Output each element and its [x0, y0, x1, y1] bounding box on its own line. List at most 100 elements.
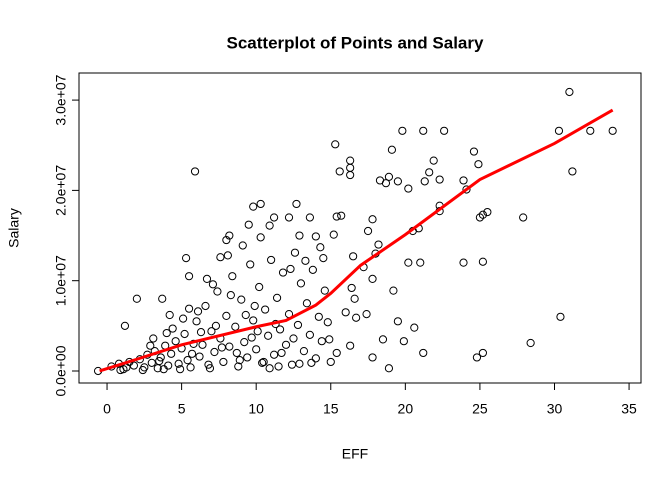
- point: [241, 310, 250, 320]
- point: [347, 283, 356, 293]
- point: [568, 167, 577, 176]
- point: [349, 252, 358, 261]
- point: [393, 317, 402, 326]
- point: [308, 265, 317, 274]
- y-axis-label: Salary: [6, 208, 22, 248]
- point: [174, 359, 183, 368]
- point: [419, 348, 428, 358]
- point: [158, 294, 167, 303]
- point: [219, 357, 228, 367]
- point: [311, 354, 320, 363]
- point: [168, 324, 177, 333]
- y-tick-label: 3.0e+07: [53, 74, 69, 125]
- point: [208, 280, 218, 289]
- point: [249, 202, 258, 211]
- point: [296, 279, 306, 288]
- y-tick-label: 2.0e+07: [53, 165, 69, 216]
- point: [316, 243, 325, 252]
- point: [274, 362, 283, 371]
- point: [184, 272, 194, 281]
- point: [425, 168, 434, 177]
- point: [363, 226, 373, 236]
- point: [337, 211, 346, 220]
- point: [201, 301, 210, 311]
- point: [247, 333, 256, 342]
- point: [346, 341, 355, 350]
- point: [213, 287, 222, 296]
- point: [155, 356, 164, 366]
- point: [478, 210, 488, 219]
- point: [290, 248, 300, 257]
- point: [179, 314, 188, 323]
- point: [232, 348, 241, 358]
- point: [246, 260, 255, 269]
- point: [311, 232, 320, 241]
- point: [368, 215, 377, 224]
- point: [181, 254, 191, 263]
- point: [352, 313, 361, 322]
- point: [272, 293, 282, 302]
- x-tick-label: 35: [621, 401, 637, 417]
- point: [346, 170, 355, 180]
- point: [384, 364, 394, 373]
- point: [301, 256, 310, 265]
- point: [346, 163, 355, 172]
- point: [198, 340, 207, 349]
- x-tick-label: 5: [178, 401, 186, 417]
- point: [320, 286, 329, 295]
- point: [295, 359, 304, 368]
- point: [519, 213, 528, 222]
- trend-line: [99, 108, 614, 373]
- point: [196, 328, 206, 337]
- point: [384, 172, 394, 181]
- point: [389, 286, 398, 295]
- point: [222, 235, 231, 245]
- point: [374, 240, 383, 249]
- point: [264, 331, 273, 340]
- point: [325, 335, 334, 344]
- point: [186, 363, 195, 372]
- point: [146, 341, 155, 350]
- point: [205, 364, 215, 373]
- point: [234, 362, 243, 371]
- x-tick-label: 20: [398, 401, 414, 417]
- point: [176, 365, 185, 374]
- plot-box: [78, 72, 642, 384]
- point: [319, 254, 328, 263]
- point: [335, 167, 344, 176]
- point: [404, 258, 413, 267]
- y-tick-label: 1.0e+07: [53, 255, 69, 306]
- x-tick-label: 0: [103, 401, 111, 417]
- point: [225, 231, 234, 240]
- point: [167, 349, 176, 358]
- point: [350, 294, 359, 303]
- point: [259, 357, 268, 367]
- x-axis-label: EFF: [342, 446, 368, 462]
- point: [228, 272, 237, 281]
- point: [378, 335, 388, 344]
- point: [277, 348, 286, 358]
- point: [295, 231, 304, 240]
- point: [269, 350, 279, 359]
- point: [180, 329, 189, 339]
- point: [362, 310, 371, 319]
- point: [269, 213, 279, 222]
- point: [305, 213, 314, 222]
- point: [275, 325, 285, 334]
- point: [204, 360, 213, 369]
- point: [237, 295, 246, 304]
- point: [244, 220, 253, 229]
- point: [258, 358, 267, 367]
- point: [346, 156, 355, 165]
- point: [216, 253, 225, 262]
- point: [326, 357, 335, 367]
- point: [526, 338, 535, 348]
- point: [399, 337, 408, 346]
- point: [132, 294, 141, 303]
- point: [267, 255, 276, 265]
- point: [565, 87, 574, 97]
- point: [238, 241, 247, 250]
- point: [195, 352, 204, 361]
- point: [184, 304, 194, 313]
